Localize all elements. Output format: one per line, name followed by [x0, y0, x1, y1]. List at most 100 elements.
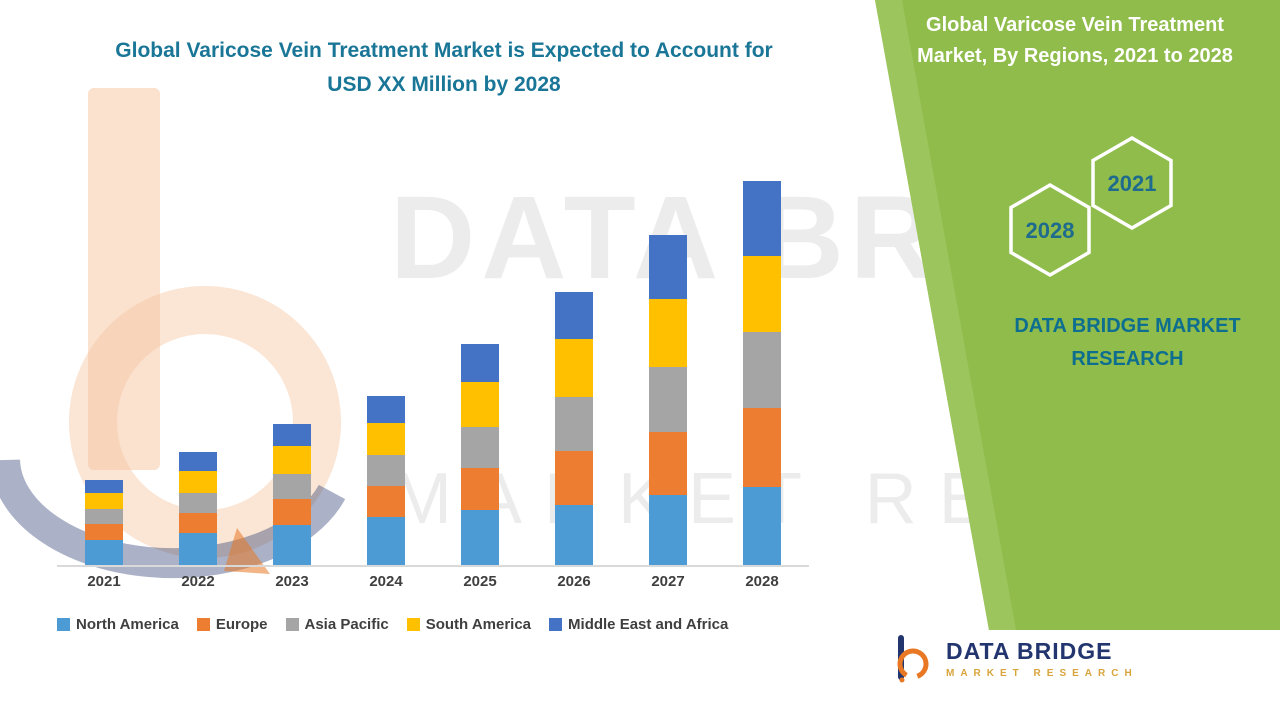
bar-segment-2024-middle-east-and-africa [367, 396, 405, 424]
bar-segment-2021-asia-pacific [85, 508, 123, 524]
x-axis-label-2022: 2022 [181, 573, 215, 590]
footer-logo-text: DATA BRIDGE MARKET RESEARCH [946, 638, 1138, 679]
bar-segment-2021-middle-east-and-africa [85, 479, 123, 493]
bar-segment-2026-north-america [555, 504, 593, 565]
side-panel-title-line1: Global Varicose Vein Treatment [926, 14, 1224, 36]
legend-label: Middle East and Africa [568, 616, 729, 633]
bar-column-2024 [339, 173, 433, 565]
bar-segment-2024-south-america [367, 423, 405, 456]
legend-label: Asia Pacific [304, 616, 389, 633]
bar-segment-2023-europe [273, 498, 311, 525]
legend-label: North America [76, 616, 179, 633]
bar-segment-2028-asia-pacific [743, 331, 781, 409]
bar-column-2021 [57, 173, 151, 565]
bar-column-2027 [621, 173, 715, 565]
bar-segment-2025-middle-east-and-africa [461, 343, 499, 383]
chart-legend: North America Europe Asia Pacific South Ame… [57, 616, 857, 633]
bar-segment-2023-asia-pacific [273, 473, 311, 499]
bar-segment-2022-europe [179, 512, 217, 533]
legend-swatch-icon [285, 618, 299, 631]
bar-stack-2025 [461, 173, 499, 565]
bar-segment-2021-europe [85, 523, 123, 540]
bar-segment-2022-middle-east-and-africa [179, 452, 217, 471]
legend-item-south-america: South America [406, 616, 532, 633]
bar-segment-2026-europe [555, 451, 593, 505]
bar-column-2028 [715, 173, 809, 565]
footer-logo-name: DATA BRIDGE [946, 638, 1113, 665]
x-axis-label-2024: 2024 [369, 573, 403, 590]
x-axis-label-2027: 2027 [651, 573, 685, 590]
bar-segment-2021-south-america [85, 492, 123, 509]
bar-segment-2024-asia-pacific [367, 455, 405, 486]
bar-stack-2023 [273, 173, 311, 565]
plot-area [57, 173, 809, 567]
legend-swatch-icon [57, 618, 70, 631]
side-panel-title-line2: Market, By Regions, 2021 to 2028 [917, 45, 1233, 67]
bar-stack-2026 [555, 173, 593, 565]
bar-stack-2021 [85, 173, 123, 565]
bar-segment-2023-north-america [273, 524, 311, 565]
bar-segment-2022-asia-pacific [179, 492, 217, 513]
bar-segment-2024-europe [367, 485, 405, 517]
panel-brand-line2: RESEARCH [1071, 348, 1184, 370]
legend-label: South America [425, 616, 532, 633]
bar-segment-2028-europe [743, 408, 781, 487]
hexagon-2021-year: 2021 [1108, 171, 1157, 196]
bar-segment-2028-south-america [743, 256, 781, 332]
bar-segment-2028-middle-east-and-africa [743, 181, 781, 257]
bar-segment-2027-south-america [649, 298, 687, 368]
bar-column-2022 [151, 173, 245, 565]
x-axis-label-2025: 2025 [463, 573, 497, 590]
watermark-triangle [224, 528, 270, 574]
side-panel-title: Global Varicose Vein Treatment Market, B… [884, 10, 1266, 72]
bar-segment-2027-middle-east-and-africa [649, 235, 687, 299]
x-axis-label-2026: 2026 [557, 573, 591, 590]
chart-title: Global Varicose Vein Treatment Market is… [38, 34, 850, 101]
bar-stack-2027 [649, 173, 687, 565]
chart-title-line1: Global Varicose Vein Treatment Market is… [115, 39, 773, 62]
x-axis-label-2021: 2021 [87, 573, 121, 590]
bar-segment-2027-asia-pacific [649, 367, 687, 433]
bar-column-2025 [433, 173, 527, 565]
legend-swatch-icon [406, 618, 420, 631]
panel-brand-text: DATA BRIDGE MARKET RESEARCH [985, 310, 1270, 376]
legend-swatch-icon [549, 618, 563, 631]
bar-stack-2022 [179, 173, 217, 565]
bar-segment-2027-europe [649, 432, 687, 495]
bar-segment-2025-south-america [461, 382, 499, 428]
footer-logo-tagline: MARKET RESEARCH [946, 667, 1138, 679]
bar-segment-2022-north-america [179, 532, 217, 565]
bar-column-2023 [245, 173, 339, 565]
data-bridge-logo-icon [897, 635, 929, 683]
legend-swatch-icon [196, 618, 210, 631]
x-axis-labels: 2021 2022 2023 2024 2025 2026 2027 2028 [57, 573, 809, 590]
bar-segment-2025-north-america [461, 509, 499, 565]
x-axis-label-2023: 2023 [275, 573, 309, 590]
bar-segment-2026-middle-east-and-africa [555, 291, 593, 339]
legend-item-north-america: North America [57, 616, 179, 633]
bar-stack-2024 [367, 173, 405, 565]
legend-item-asia-pacific: Asia Pacific [285, 616, 389, 633]
legend-label: Europe [215, 616, 268, 633]
bar-segment-2024-north-america [367, 516, 405, 565]
hexagon-2028-icon [1009, 182, 1091, 278]
bar-segment-2027-north-america [649, 494, 687, 565]
bar-segment-2028-north-america [743, 486, 781, 565]
bar-segment-2025-europe [461, 467, 499, 510]
bar-column-2026 [527, 173, 621, 565]
bar-segment-2026-asia-pacific [555, 397, 593, 452]
bar-segment-2023-middle-east-and-africa [273, 424, 311, 447]
bar-segment-2023-south-america [273, 446, 311, 474]
footer-logo: DATA BRIDGE MARKET RESEARCH [886, 634, 1138, 684]
bar-segment-2026-south-america [555, 338, 593, 398]
bar-stack-2028 [743, 173, 781, 565]
legend-item-middle-east-and-africa: Middle East and Africa [549, 616, 728, 633]
chart-title-line2: USD XX Million by 2028 [327, 72, 561, 96]
bar-segment-2025-asia-pacific [461, 427, 499, 468]
hexagon-2021-icon [1091, 135, 1173, 231]
bar-segment-2021-north-america [85, 539, 123, 565]
legend-item-europe: Europe [196, 616, 268, 633]
bar-segment-2022-south-america [179, 470, 217, 493]
watermark-b-stem [88, 88, 160, 470]
